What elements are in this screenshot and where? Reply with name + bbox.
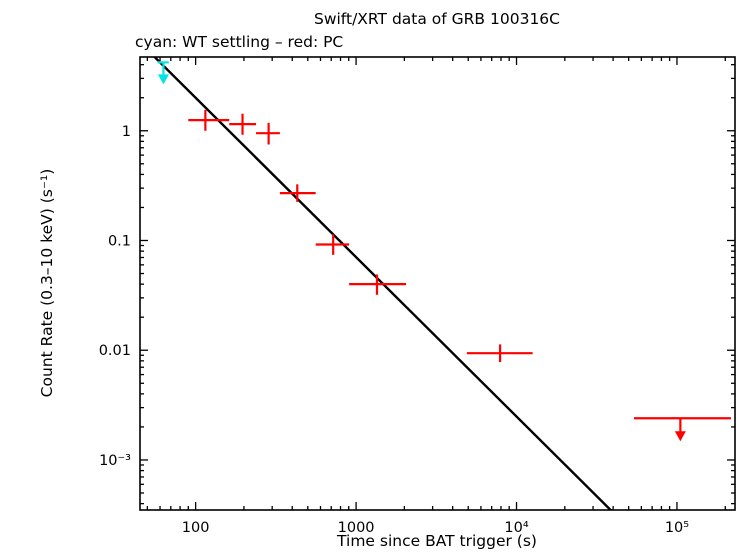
y-axis-title: Count Rate (0.3–10 keV) (s⁻¹) [38,169,56,398]
series-pc [188,109,731,442]
x-tick-label: 100 [182,520,210,536]
chart-title: Swift/XRT data of GRB 100316C [314,10,560,28]
x-tick-label: 10⁴ [504,520,528,536]
series-wt [157,61,169,85]
x-tick-label: 1000 [338,520,375,536]
x-axis-title: Time since BAT trigger (s) [336,532,537,550]
upper-limit-arrowhead [674,431,686,442]
y-tick-label: 0.01 [99,343,131,359]
chart-subtitle: cyan: WT settling – red: PC [135,33,343,51]
upper-limit-arrowhead [157,74,169,85]
y-tick-label: 10⁻³ [99,453,131,469]
y-tick-label: 0.1 [108,233,131,249]
plot-area: 100 1000 10⁴ 10⁵ 1 0.1 0.01 10⁻³ [99,56,736,536]
plot-frame [139,56,736,511]
x-tick-label: 10⁵ [665,520,689,536]
y-tick-label: 1 [122,124,131,140]
